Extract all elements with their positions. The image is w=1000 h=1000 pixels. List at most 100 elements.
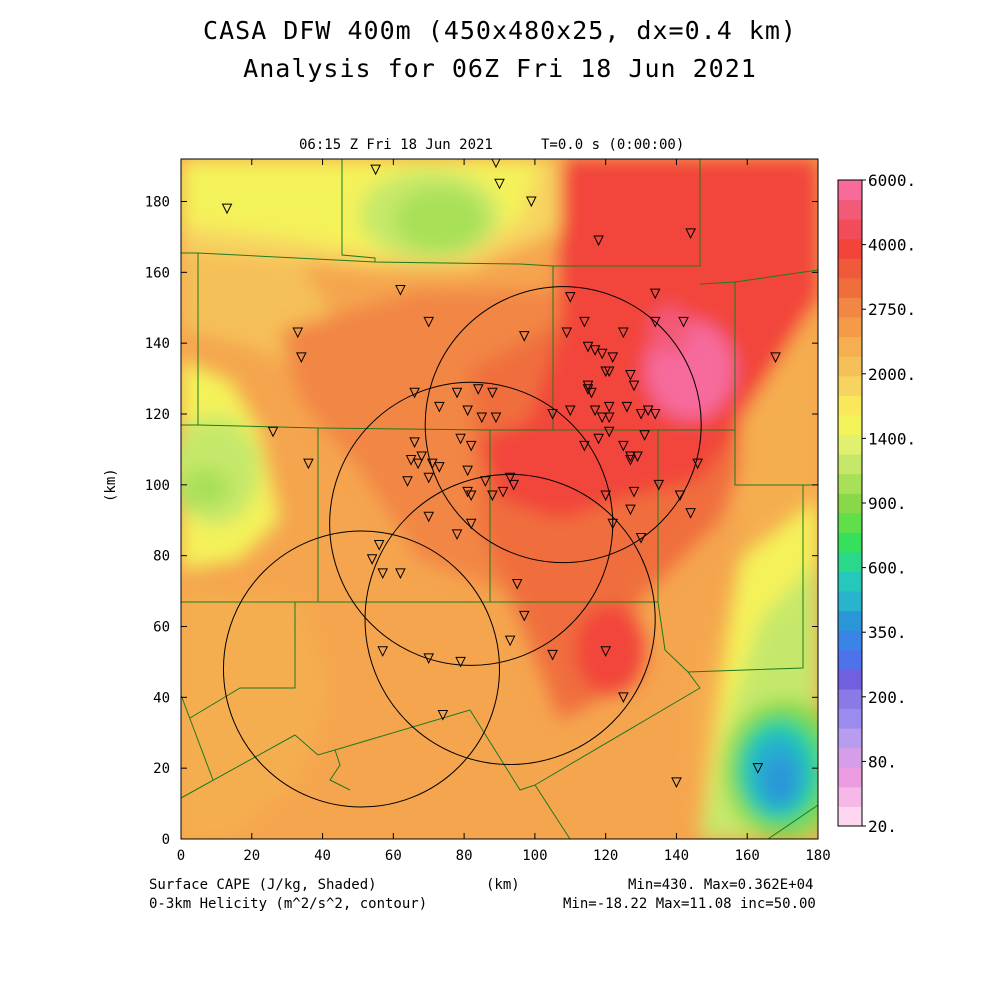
colorbar-swatch (838, 336, 862, 357)
station-marker (451, 529, 463, 541)
station-marker (618, 327, 629, 339)
colorbar-label: 600. (868, 559, 907, 578)
station-marker (504, 635, 516, 647)
colorbar-label: 1400. (868, 429, 916, 448)
station-marker (296, 352, 307, 363)
station-marker (370, 164, 381, 176)
station-marker (621, 401, 633, 413)
colorbar-label: 4000. (868, 236, 916, 255)
radar-ring-3 (329, 381, 614, 666)
station-marker (416, 451, 427, 463)
station-marker (770, 352, 781, 363)
station-marker (596, 412, 608, 424)
colorbar-label: 350. (868, 623, 907, 642)
station-marker (625, 451, 636, 463)
station-marker (593, 235, 604, 247)
station-marker (589, 345, 601, 356)
station-marker (462, 465, 473, 477)
colorbar-swatch (838, 219, 862, 240)
station-marker (455, 433, 466, 445)
station-marker (582, 341, 594, 353)
colorbar-swatch (838, 297, 862, 318)
chart-title: CASA DFW 400m (450x480x25, dx=0.4 km) (203, 16, 797, 45)
colorbar-swatch (838, 414, 862, 435)
y-tick-label: 60 (153, 620, 170, 636)
station-marker (303, 458, 314, 470)
radar-ring-4 (364, 473, 656, 766)
station-marker (564, 292, 576, 303)
colorbar-swatch (838, 688, 862, 710)
station-marker (409, 387, 420, 399)
axes: 0 20 40 60 80 100 120 140 160 180 0 20 40 60 80 100 120 1… (145, 159, 831, 864)
station-marker (628, 486, 640, 498)
station-marker (462, 486, 473, 498)
plot-time-label: 06:15 Z Fri 18 Jun 2021 (299, 137, 493, 153)
station-marker (526, 196, 537, 208)
colorbar-swatch (838, 356, 862, 377)
station-marker (465, 440, 477, 452)
station-marker (402, 476, 413, 487)
station-marker (487, 387, 498, 399)
x-tick-label: 0 (177, 848, 185, 864)
station-marker (625, 370, 636, 381)
colorbar-swatch (838, 532, 862, 553)
station-marker (596, 348, 608, 360)
colorbar-swatch (838, 473, 862, 494)
station-marker (625, 504, 636, 516)
station-marker (603, 412, 615, 424)
colorbar-swatch (838, 591, 862, 612)
colorbar-swatch (838, 669, 862, 690)
y-tick-label: 100 (145, 478, 170, 494)
radar-ring-2 (424, 286, 702, 564)
colorbar-swatch (838, 747, 862, 768)
station-marker (582, 384, 594, 395)
colorbar-swatch (838, 649, 862, 670)
plot-frame (180, 158, 819, 840)
station-marker (635, 532, 647, 544)
colorbar-swatch (838, 180, 862, 201)
station-marker (490, 412, 502, 424)
station-marker (547, 649, 558, 661)
station-marker (511, 579, 523, 590)
y-tick-label: 20 (153, 761, 170, 777)
x-tick-label: 80 (456, 848, 473, 864)
footer-stats-1: Min=430. Max=0.362E+04 (628, 877, 814, 893)
x-tick-label: 20 (243, 848, 260, 864)
x-axis-label: (km) (486, 877, 520, 893)
station-marker (434, 462, 445, 473)
y-tick-label: 0 (162, 832, 170, 848)
footer-field-1: Surface CAPE (J/kg, Shaded) (149, 877, 377, 893)
station-marker (267, 426, 279, 438)
station-marker (642, 405, 654, 417)
station-marker (632, 451, 643, 463)
station-marker (653, 479, 665, 491)
station-marker (674, 490, 686, 502)
colorbar-label: 900. (868, 494, 907, 513)
station-marker (678, 316, 689, 328)
station-marker (491, 159, 501, 169)
station-marker (518, 331, 530, 342)
station-marker (455, 656, 466, 668)
station-marker (639, 430, 650, 441)
station-marker (434, 401, 445, 413)
station-marker (395, 568, 406, 579)
footer-field-2: 0-3km Helicity (m^2/s^2, contour) (149, 896, 428, 912)
station-marker (564, 405, 576, 417)
station-marker (405, 455, 417, 466)
colorbar-swatch (838, 434, 862, 455)
colorbar-swatch (838, 395, 862, 416)
station-marker (603, 366, 615, 378)
station-marker (752, 763, 764, 774)
y-tick-label: 180 (145, 195, 170, 211)
x-tick-label: 60 (385, 848, 402, 864)
station-marker (465, 490, 477, 502)
colorbar-swatch (838, 630, 862, 651)
station-marker (685, 228, 696, 239)
station-marker (409, 437, 420, 448)
colorbar-swatch (838, 571, 862, 592)
station-marker (628, 380, 640, 392)
station-marker (423, 511, 435, 523)
colorbar-swatch (838, 728, 862, 749)
footer-stats-2: Min=-18.22 Max=11.08 inc=50.00 (563, 896, 816, 912)
